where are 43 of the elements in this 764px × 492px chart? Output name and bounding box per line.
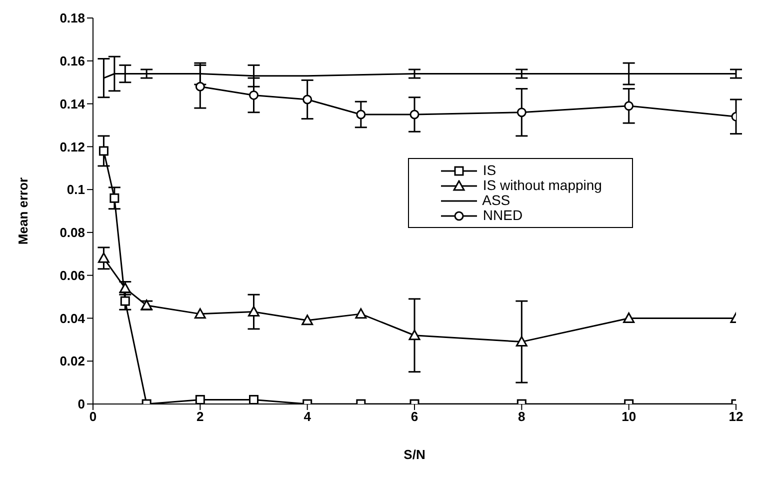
x-axis-title: S/N [404,447,426,462]
y-tick-label: 0.16 [60,54,85,69]
y-tick-label: 0.18 [60,10,85,26]
legend-label: IS [482,162,496,178]
point [408,330,420,340]
point [302,94,312,104]
x-tick-label: 6 [410,409,418,424]
y-tick-label: 0.04 [60,310,86,326]
legend-label: ASS [482,192,510,208]
y-tick-label: 0.14 [60,96,86,112]
point [110,193,120,203]
point [249,394,258,404]
y-tick-label: 0 [78,396,85,412]
y-axis-title: Mean error [16,177,31,245]
point [98,146,108,156]
point [624,101,634,111]
point [195,394,205,404]
point [194,308,206,319]
point [516,336,528,347]
x-tick-label: 2 [196,409,204,424]
y-tick-label: 0.1 [66,182,85,198]
x-tick-label: 0 [89,409,97,424]
point [623,312,635,323]
point [248,306,260,317]
point [355,308,367,319]
y-tick-label: 0.08 [60,225,85,240]
point [410,110,420,120]
y-tick-label: 0.12 [60,139,85,154]
legend-label: NNED [482,207,523,223]
point [516,108,526,118]
x-tick-label: 8 [518,409,526,424]
point [302,314,314,326]
point [195,82,205,92]
y-tick-label: 0.06 [60,268,85,283]
legend-label: IS without mapping [482,177,602,193]
x-tick-label: 4 [304,409,312,424]
x-tick-label: 12 [728,409,744,424]
point [120,296,130,306]
point [356,110,366,120]
x-tick-label: 10 [622,409,636,424]
point [249,90,258,100]
point [98,252,110,263]
y-tick-label: 0.02 [60,354,85,369]
